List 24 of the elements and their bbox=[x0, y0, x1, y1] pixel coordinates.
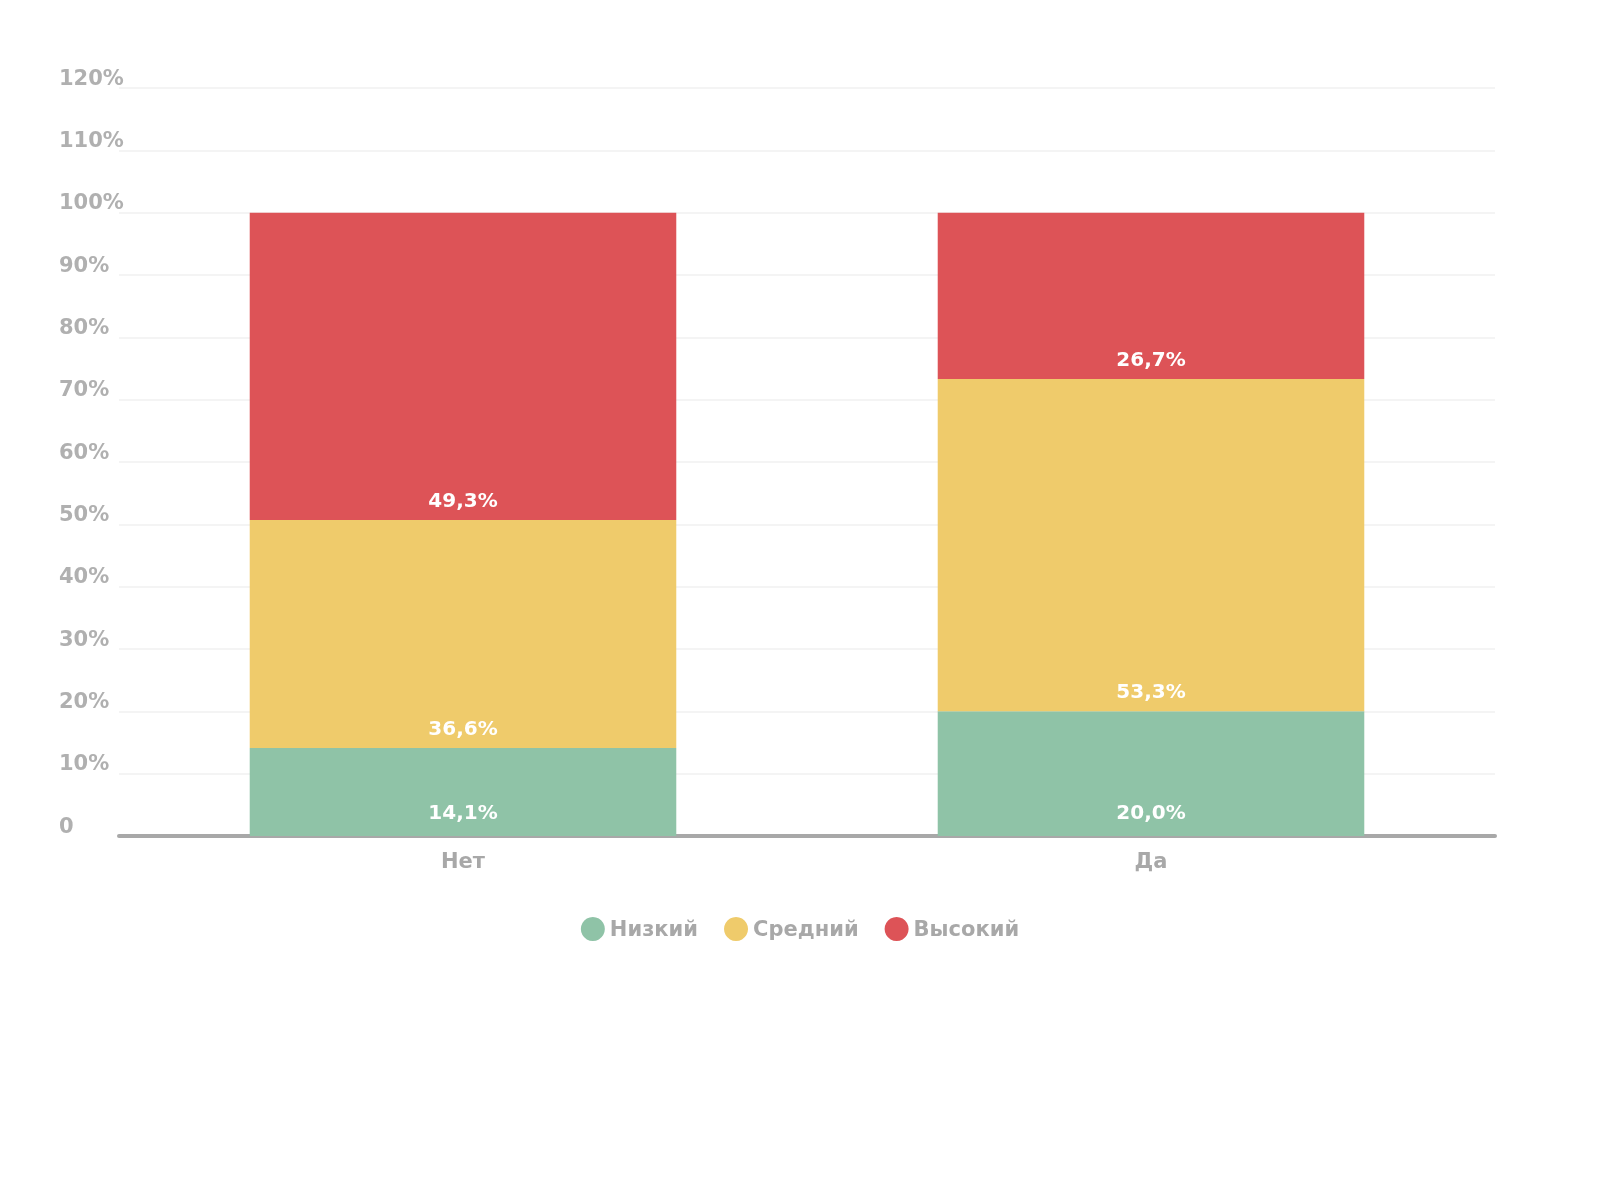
legend-label: Средний bbox=[753, 917, 859, 941]
data-label: 26,7% bbox=[1116, 347, 1186, 372]
data-label: 49,3% bbox=[428, 487, 498, 512]
y-tick-label: 80% bbox=[59, 314, 110, 339]
y-tick-label: 70% bbox=[59, 377, 110, 402]
data-label: 53,3% bbox=[1116, 679, 1186, 704]
y-tick-label: 100% bbox=[59, 190, 124, 215]
legend-label: Высокий bbox=[913, 917, 1020, 941]
legend-label: Низкий bbox=[609, 917, 699, 941]
y-tick-label: 90% bbox=[59, 252, 110, 277]
y-tick-label: 50% bbox=[59, 501, 110, 526]
y-tick-label: 40% bbox=[59, 564, 110, 589]
y-tick-label: 20% bbox=[59, 688, 110, 713]
x-tick-label: Да bbox=[1134, 848, 1168, 873]
data-label: 36,6% bbox=[428, 716, 498, 741]
data-label: 20,0% bbox=[1116, 800, 1186, 824]
y-tick-label: 120% bbox=[59, 65, 124, 90]
data-label: 14,1% bbox=[428, 800, 498, 824]
y-tick-label: 30% bbox=[59, 626, 110, 651]
y-tick-label: 110% bbox=[59, 127, 124, 152]
y-tick-label: 60% bbox=[59, 439, 110, 464]
x-tick-label: Нет bbox=[441, 848, 486, 873]
y-tick-label: 10% bbox=[59, 751, 110, 776]
y-tick-label: 0 bbox=[59, 813, 74, 838]
